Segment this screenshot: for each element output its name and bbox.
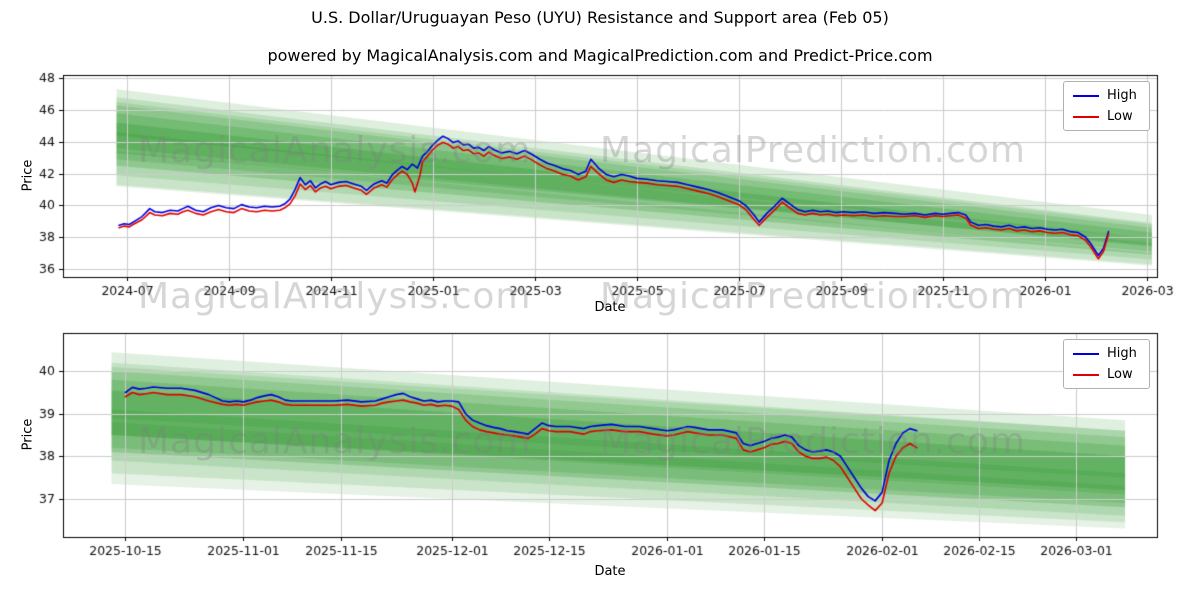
chart-title: U.S. Dollar/Uruguayan Peso (UYU) Resista… — [311, 8, 889, 27]
legend-bottom: High Low — [1063, 339, 1150, 389]
x-axis-label-top: Date — [594, 300, 626, 315]
high-line-swatch — [1073, 352, 1099, 355]
legend-item-low: Low — [1073, 109, 1137, 124]
legend-item-high: High — [1073, 88, 1137, 103]
y-axis-label-top: Price — [20, 159, 36, 192]
chart-subtitle: powered by MagicalAnalysis.com and Magic… — [267, 46, 933, 65]
x-axis-label-bottom: Date — [594, 564, 626, 579]
legend-top: High Low — [1063, 81, 1150, 131]
legend-label-high: High — [1107, 346, 1137, 361]
low-line-swatch — [1073, 115, 1099, 118]
legend-label-high: High — [1107, 88, 1137, 103]
low-line-swatch — [1073, 373, 1099, 376]
legend-label-low: Low — [1107, 109, 1133, 124]
high-line-swatch — [1073, 94, 1099, 97]
legend-item-low: Low — [1073, 367, 1137, 382]
y-axis-label-bottom: Price — [20, 418, 36, 451]
legend-label-low: Low — [1107, 367, 1133, 382]
legend-item-high: High — [1073, 346, 1137, 361]
